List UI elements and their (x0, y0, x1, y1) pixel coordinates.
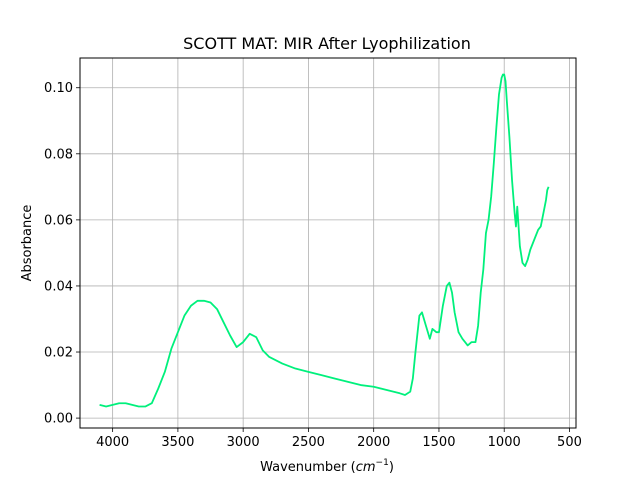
x-tick-label: 2500 (292, 435, 325, 450)
x-axis-label-close: ) (389, 460, 394, 475)
y-axis-label: Absorbance (20, 205, 35, 282)
y-tick-label: 0.04 (44, 279, 73, 294)
x-tick-label: 3500 (161, 435, 194, 450)
y-tick-label: 0.00 (44, 412, 73, 427)
x-axis-label-main: Wavenumber ( (260, 460, 356, 475)
y-tick-label: 0.10 (44, 81, 73, 96)
x-tick-label: 4000 (96, 435, 129, 450)
x-axis-ticks: 4000 3500 3000 2500 2000 1500 1000 500 (96, 428, 582, 450)
series-group (99, 73, 550, 408)
x-tick-label: 3000 (227, 435, 260, 450)
grid (80, 58, 576, 428)
series-line (99, 73, 550, 408)
y-axis-ticks: 0.00 0.02 0.04 0.06 0.08 0.10 (44, 81, 80, 427)
y-tick-label: 0.02 (44, 346, 73, 361)
chart-title: SCOTT MAT: MIR After Lyophilization (183, 34, 471, 53)
x-axis-label-math: cm (356, 460, 376, 475)
y-tick-label: 0.08 (44, 147, 73, 162)
x-axis-label-sup: −1 (376, 458, 389, 468)
x-tick-label: 2000 (357, 435, 390, 450)
y-tick-label: 0.06 (44, 213, 73, 228)
x-tick-label: 1000 (488, 435, 521, 450)
plot-frame (79, 57, 577, 429)
x-axis-label: Wavenumber (cm−1) (260, 458, 394, 475)
x-tick-label: 500 (557, 435, 582, 450)
x-tick-label: 1500 (422, 435, 455, 450)
